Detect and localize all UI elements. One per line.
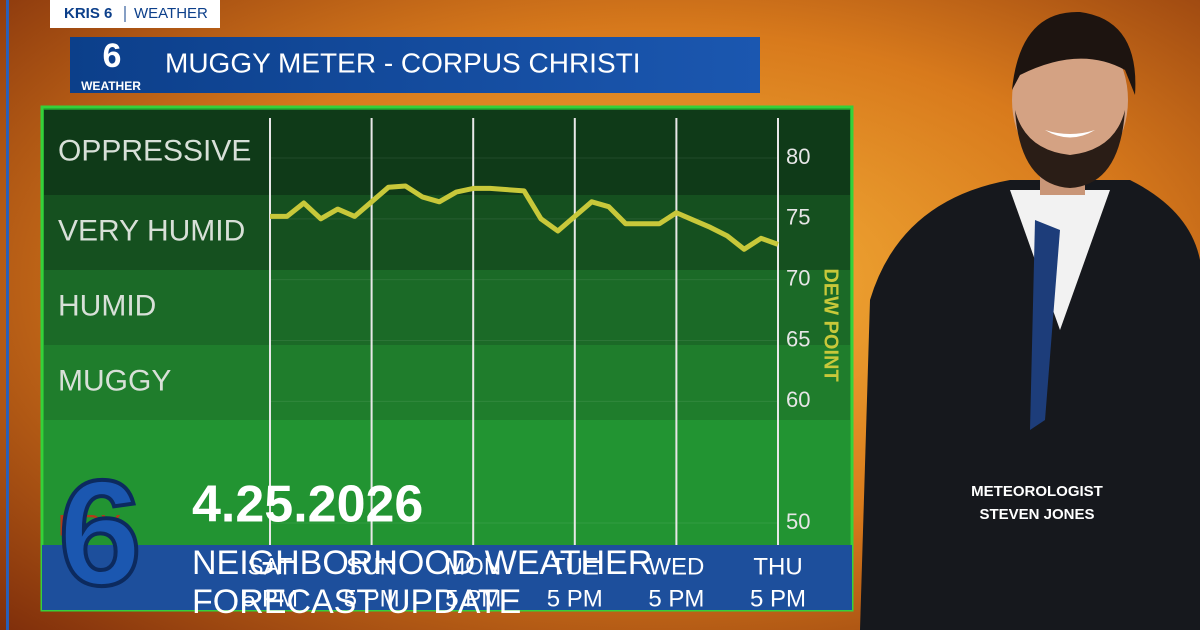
days: SAT 5 PM SUN 5 PM MON 5 PM TUE 5 PM WED 5 PM THU 5 … [242, 553, 806, 612]
day-label: SAT [248, 553, 293, 580]
time-label: 5 PM [344, 585, 400, 612]
y-tick-label: 70 [786, 265, 810, 290]
band [44, 110, 850, 195]
frame-edge [6, 0, 9, 630]
band-label: MUGGY [58, 364, 171, 397]
logo-text: WEATHER [81, 79, 141, 93]
presenter-figure [860, 11, 1200, 630]
overlay-logo: 6 [58, 449, 141, 617]
logo-number: 6 [103, 37, 122, 75]
presenter-role: METEOROLOGIST [971, 483, 1103, 500]
plot: 50 60 65 70 75 80 [269, 118, 810, 545]
y-tick-label: 60 [786, 387, 810, 412]
y-tick-label: 80 [786, 144, 810, 169]
overlay-line2: FORECAST UPDATE [192, 583, 521, 621]
band-label: VERY HUMID [58, 214, 245, 247]
y-tick-label: 75 [786, 205, 810, 230]
band-label: HUMID [58, 289, 156, 322]
band-label: DRY [58, 509, 121, 542]
day-label: SUN [346, 553, 397, 580]
overlay-line1: NEIGHBORHOOD WEATHER [192, 544, 652, 582]
day-label: WED [648, 553, 704, 580]
title-bar [70, 37, 760, 93]
time-label: 5 PM [547, 585, 603, 612]
y-axis-label: DEW POINT [820, 268, 842, 381]
time-label: 5 PM [242, 585, 298, 612]
band-label: OPPRESSIVE [58, 134, 251, 167]
overlay-date: 4.25.2026 [192, 476, 423, 534]
time-label: 5 PM [750, 585, 806, 612]
day-label: THU [753, 553, 802, 580]
bands: OPPRESSIVE VERY HUMID HUMID MUGGY DRY [44, 110, 850, 545]
chart-title: MUGGY METER - CORPUS CHRISTI [165, 47, 641, 78]
time-label: 5 PM [648, 585, 704, 612]
day-label: MON [445, 553, 501, 580]
day-strip [42, 545, 852, 610]
station: KRIS 6 [64, 5, 112, 22]
section: WEATHER [134, 5, 208, 22]
band [44, 345, 850, 420]
presenter-name: STEVEN JONES [979, 506, 1094, 523]
dew-point-line [270, 183, 779, 252]
day-label: TUE [551, 553, 599, 580]
time-label: 5 PM [445, 585, 501, 612]
tag-box [50, 0, 220, 28]
band [44, 420, 850, 545]
y-tick-label: 65 [786, 326, 810, 351]
band [44, 270, 850, 345]
y-tick-label: 50 [786, 509, 810, 534]
